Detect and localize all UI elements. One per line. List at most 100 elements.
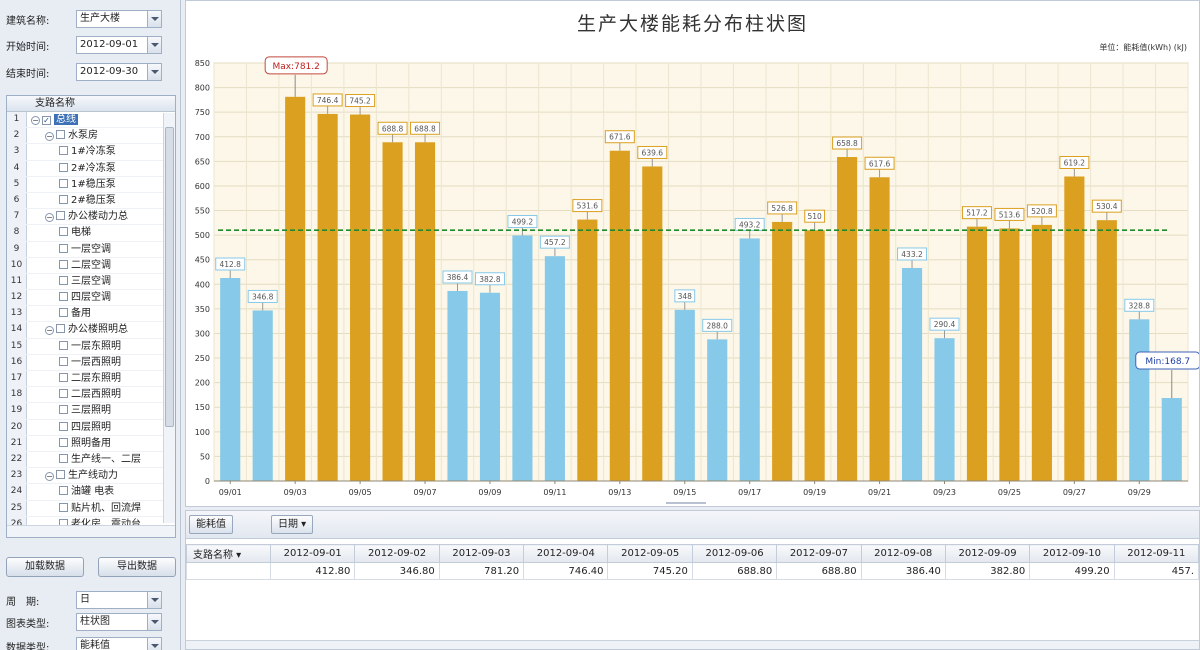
collapse-icon[interactable]: − [45, 132, 54, 142]
value-cell[interactable]: 386.40 [860, 562, 946, 580]
tree-row[interactable]: 9 一层空调 [7, 241, 175, 258]
date-column-header[interactable]: 2012-09-05 [607, 544, 693, 563]
node-checkbox[interactable] [59, 453, 68, 463]
value-cell[interactable]: 688.80 [776, 562, 862, 580]
node-checkbox[interactable] [56, 130, 65, 140]
node-checkbox[interactable] [59, 373, 68, 382]
tree-row[interactable]: 18 二层西照明 [7, 387, 175, 404]
building-select[interactable]: 生产大楼 [76, 10, 162, 28]
tree-row[interactable]: 25 贴片机、回流焊 [7, 500, 175, 517]
tree-row[interactable]: 3 1#冷冻泵 [7, 144, 175, 161]
branch-name-column-header[interactable]: 支路名称 ▾ [186, 544, 272, 563]
tree-row[interactable]: 7 − 办公楼动力总 [7, 209, 175, 226]
value-cell[interactable]: 499.20 [1029, 562, 1115, 580]
node-checkbox[interactable] [59, 227, 68, 237]
date-column-header[interactable]: 2012-09-06 [691, 544, 778, 563]
node-checkbox[interactable] [59, 389, 68, 399]
date-column-header[interactable]: 2012-09-08 [860, 544, 946, 563]
tree-vertical-scrollbar[interactable] [163, 113, 175, 523]
tree-row[interactable]: 15 一层东照明 [7, 338, 175, 355]
chevron-down-icon[interactable] [147, 37, 161, 53]
node-checkbox[interactable] [59, 275, 68, 285]
node-checkbox[interactable] [56, 324, 65, 334]
date-column-header[interactable]: 2012-09-02 [354, 544, 440, 563]
tree-row[interactable]: 12 四层空调 [7, 290, 175, 307]
tree-row[interactable]: 4 2#冷冻泵 [7, 160, 175, 177]
node-checkbox[interactable] [59, 421, 68, 431]
node-checkbox[interactable] [59, 308, 68, 318]
node-checkbox[interactable] [59, 259, 68, 269]
date-field-button[interactable]: 日期 ▾ [271, 515, 314, 534]
date-column-header[interactable]: 2012-09-04 [523, 544, 609, 563]
date-column-header[interactable]: 2012-09-11 [1113, 544, 1199, 563]
tree-row[interactable]: 20 四层照明 [7, 419, 175, 436]
node-checkbox[interactable] [59, 502, 68, 512]
collapse-icon[interactable]: − [31, 116, 40, 125]
tree-row[interactable]: 10 二层空调 [7, 257, 175, 274]
start-date-picker[interactable]: 2012-09-01 [76, 36, 162, 54]
period-select[interactable]: 日 [76, 591, 162, 609]
tree-row[interactable]: 8 电梯 [7, 225, 175, 242]
node-checkbox[interactable] [59, 340, 68, 350]
value-cell[interactable]: 457. [1113, 562, 1199, 580]
date-column-header[interactable]: 2012-09-07 [776, 544, 862, 563]
chevron-down-icon[interactable] [147, 11, 161, 27]
collapse-icon[interactable]: − [45, 326, 54, 336]
tree-row[interactable]: 5 1#稳压泵 [7, 176, 175, 193]
tree-row[interactable]: 24 油罐 电表 [7, 484, 175, 501]
node-checkbox[interactable]: ✓ [42, 116, 51, 125]
tree-row[interactable]: 1− ✓ 总线 [7, 112, 175, 129]
tree-row[interactable]: 13 备用 [7, 306, 175, 323]
node-checkbox[interactable] [59, 292, 68, 302]
chevron-down-icon[interactable] [147, 64, 161, 80]
node-checkbox[interactable] [59, 437, 68, 447]
data-type-select[interactable]: 能耗值 [76, 637, 162, 650]
value-cell[interactable]: 412.80 [270, 562, 356, 580]
tree-row[interactable]: 16 一层西照明 [7, 354, 175, 371]
collapse-icon[interactable]: − [45, 472, 54, 482]
end-date-picker[interactable]: 2012-09-30 [76, 63, 162, 81]
grid-horizontal-scrollbar[interactable] [186, 640, 1199, 649]
tree-row[interactable]: 11 三层空调 [7, 273, 175, 291]
value-cell[interactable]: 745.20 [607, 562, 693, 580]
date-column-header[interactable]: 2012-09-01 [270, 544, 356, 563]
node-checkbox[interactable] [59, 486, 68, 496]
load-data-button[interactable]: 加载数据 [6, 557, 84, 577]
node-checkbox[interactable] [59, 146, 68, 156]
value-cell[interactable]: 382.80 [944, 562, 1031, 580]
tree-horizontal-scrollbar[interactable] [7, 525, 175, 537]
node-checkbox[interactable] [59, 405, 68, 415]
chevron-down-icon[interactable] [147, 638, 161, 650]
chevron-down-icon[interactable] [147, 614, 161, 630]
value-cell[interactable]: 746.40 [523, 562, 609, 580]
tree-row[interactable]: 6 2#稳压泵 [7, 192, 175, 210]
tree-row[interactable]: 21 照明备用 [7, 435, 175, 452]
tree-row[interactable]: 22 生产线一、二层 [7, 451, 175, 469]
collapse-icon[interactable]: − [45, 213, 54, 223]
tree-row[interactable]: 2 − 水泵房 [7, 128, 175, 145]
node-checkbox[interactable] [59, 178, 68, 188]
value-cell[interactable]: 346.80 [354, 562, 440, 580]
scroll-thumb[interactable] [165, 127, 174, 427]
tree-row[interactable]: 14 − 办公楼照明总 [7, 322, 175, 339]
value-cell[interactable]: 688.80 [691, 562, 778, 580]
date-column-header[interactable]: 2012-09-09 [944, 544, 1031, 563]
bar [901, 267, 923, 481]
export-data-button[interactable]: 导出数据 [98, 557, 176, 577]
node-checkbox[interactable] [56, 470, 65, 480]
chevron-down-icon[interactable] [147, 592, 161, 608]
tree-row[interactable]: 23 − 生产线动力 [7, 468, 175, 485]
energy-value-tab[interactable]: 能耗值 [189, 515, 233, 534]
row-label-cell[interactable] [186, 562, 272, 580]
date-column-header[interactable]: 2012-09-03 [438, 544, 525, 563]
tree-row[interactable]: 17 二层东照明 [7, 371, 175, 388]
node-checkbox[interactable] [59, 243, 68, 253]
chart-type-select[interactable]: 柱状图 [76, 613, 162, 631]
node-checkbox[interactable] [59, 162, 68, 172]
node-checkbox[interactable] [59, 194, 68, 204]
date-column-header[interactable]: 2012-09-10 [1029, 544, 1115, 563]
node-checkbox[interactable] [59, 356, 68, 366]
tree-row[interactable]: 19 三层照明 [7, 403, 175, 420]
node-checkbox[interactable] [56, 211, 65, 221]
value-cell[interactable]: 781.20 [438, 562, 525, 580]
